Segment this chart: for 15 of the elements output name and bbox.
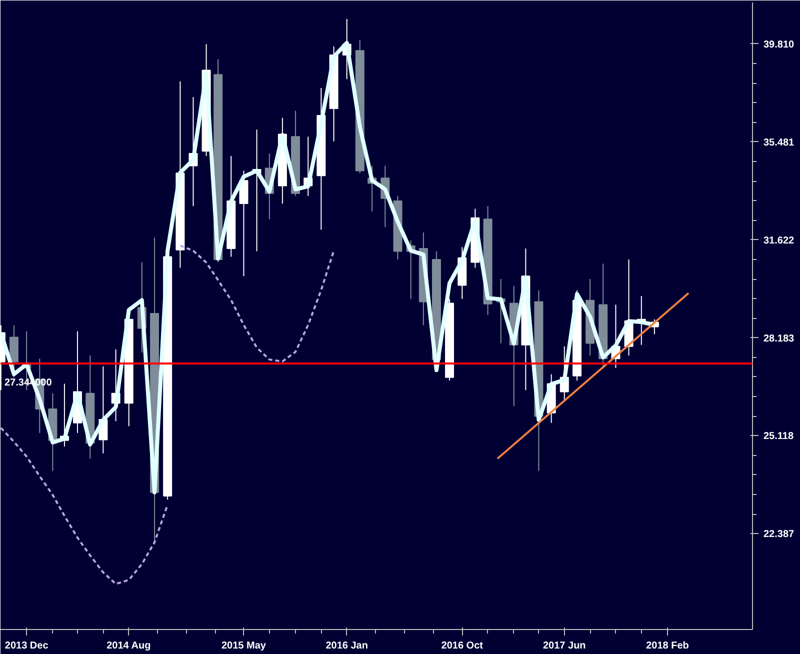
y-tick-label: 28.183 [764, 333, 795, 344]
y-tick-label: 22.387 [764, 529, 795, 540]
line-series [179, 244, 335, 362]
x-tick-label: 2014 Aug [106, 640, 151, 652]
line-series [0, 426, 169, 585]
x-tick-label: 2013 Dec [4, 640, 49, 652]
x-tick-label: 2017 Jun [542, 640, 586, 652]
x-tick-label: 2016 Oct [441, 640, 484, 652]
y-tick-label: 25.118 [764, 431, 794, 442]
y-tick-label: 35.481 [764, 137, 795, 148]
y-tick-label: 31.622 [764, 235, 795, 246]
x-tick-label: 2016 Jan [326, 640, 368, 652]
x-tick-label: 2018 Feb [646, 640, 689, 652]
x-tick-label: 2015 May [221, 640, 266, 652]
y-tick-label: 39.810 [764, 39, 795, 50]
